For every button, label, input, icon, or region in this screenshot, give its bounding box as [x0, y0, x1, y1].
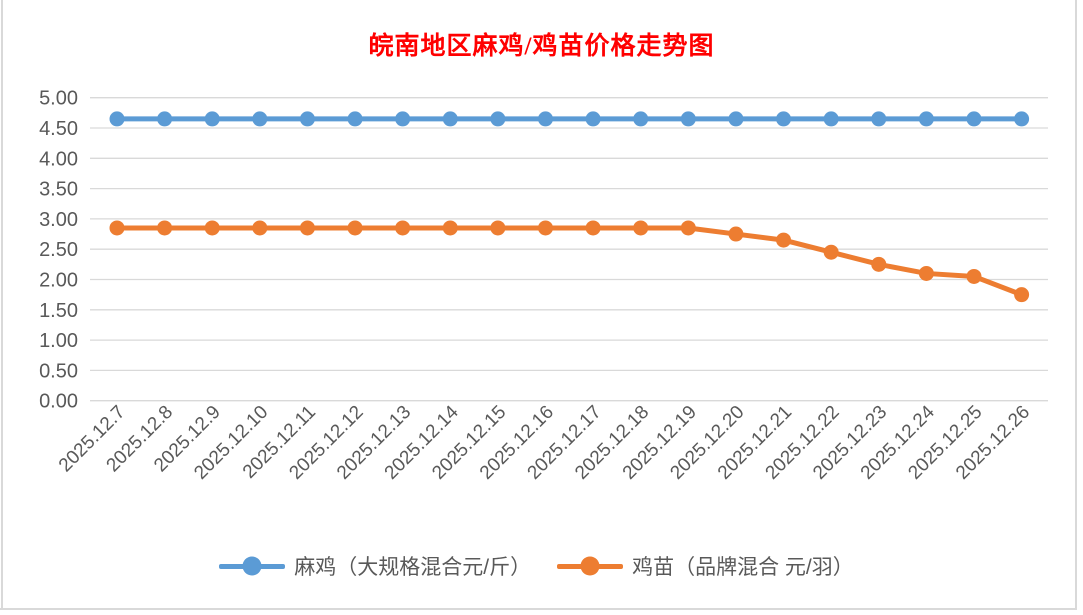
series-1-marker — [109, 220, 125, 236]
series-1-marker — [585, 220, 601, 236]
series-1-marker — [442, 220, 458, 236]
y-axis-tick-label: 1.00 — [39, 330, 78, 352]
series-0-marker — [109, 111, 125, 127]
series-1-marker — [918, 265, 934, 281]
series-1-marker — [823, 244, 839, 260]
series-0-marker — [966, 111, 982, 127]
series-1-marker — [680, 220, 696, 236]
legend-item-maji: 麻鸡（大规格混合元/斤） — [219, 551, 531, 581]
legend-label-maji: 麻鸡（大规格混合元/斤） — [294, 556, 532, 579]
series-1-marker — [966, 268, 982, 284]
series-1-marker — [871, 256, 887, 272]
series-0-marker — [395, 111, 411, 127]
legend: 麻鸡（大规格混合元/斤） 鸡苗（品牌混合 元/羽） — [0, 551, 1073, 581]
series-1-marker — [633, 220, 649, 236]
y-axis-tick-label: 0.00 — [39, 391, 78, 413]
legend-label-jimiao: 鸡苗（品牌混合 元/羽） — [632, 556, 854, 579]
legend-dot-blue — [242, 556, 262, 576]
series-0-marker — [537, 111, 553, 127]
legend-item-jimiao: 鸡苗（品牌混合 元/羽） — [557, 551, 854, 581]
series-1-marker — [395, 220, 411, 236]
series-1-marker — [299, 220, 315, 236]
y-axis-tick-label: 5.00 — [39, 88, 78, 110]
series-0-marker — [490, 111, 506, 127]
y-axis-tick-label: 3.50 — [39, 179, 78, 201]
series-0-marker — [918, 111, 934, 127]
series-0-marker — [204, 111, 220, 127]
series-0-marker — [442, 111, 458, 127]
series-0-marker — [728, 111, 744, 127]
series-1-marker — [157, 220, 173, 236]
series-1-marker — [490, 220, 506, 236]
series-0-marker — [252, 111, 268, 127]
series-0-marker — [823, 111, 839, 127]
y-axis-tick-label: 2.00 — [39, 270, 78, 292]
series-1-marker — [347, 220, 363, 236]
series-1-marker — [776, 232, 792, 248]
series-0-marker — [347, 111, 363, 127]
spreadsheet-edge-bottom — [0, 608, 1077, 610]
series-1-marker — [204, 220, 220, 236]
y-axis-tick-label: 2.50 — [39, 239, 78, 261]
spreadsheet-edge-left — [1, 0, 3, 608]
series-1-marker — [1014, 287, 1030, 303]
chart-title: 皖南地区麻鸡/鸡苗价格走势图 — [368, 33, 715, 60]
series-0-marker — [776, 111, 792, 127]
series-0-marker — [585, 111, 601, 127]
series-1-marker — [728, 226, 744, 242]
series-1-marker — [252, 220, 268, 236]
series-0-marker — [871, 111, 887, 127]
series-0-marker — [1014, 111, 1030, 127]
y-axis-tick-label: 4.50 — [39, 118, 78, 140]
series-0-marker — [157, 111, 173, 127]
series-0-marker — [299, 111, 315, 127]
legend-line-marker-blue — [219, 556, 286, 576]
series-1-marker — [537, 220, 553, 236]
y-axis-tick-label: 1.50 — [39, 300, 78, 322]
legend-line-marker-orange — [557, 556, 624, 576]
y-axis-tick-label: 4.00 — [39, 148, 78, 170]
y-axis-tick-label: 0.50 — [39, 360, 78, 382]
series-0-marker — [633, 111, 649, 127]
spreadsheet-edge-right — [1075, 0, 1077, 608]
series-0-marker — [680, 111, 696, 127]
series-1-line — [114, 225, 1025, 298]
legend-dot-orange — [580, 556, 600, 576]
y-axis-tick-label: 3.00 — [39, 209, 78, 231]
